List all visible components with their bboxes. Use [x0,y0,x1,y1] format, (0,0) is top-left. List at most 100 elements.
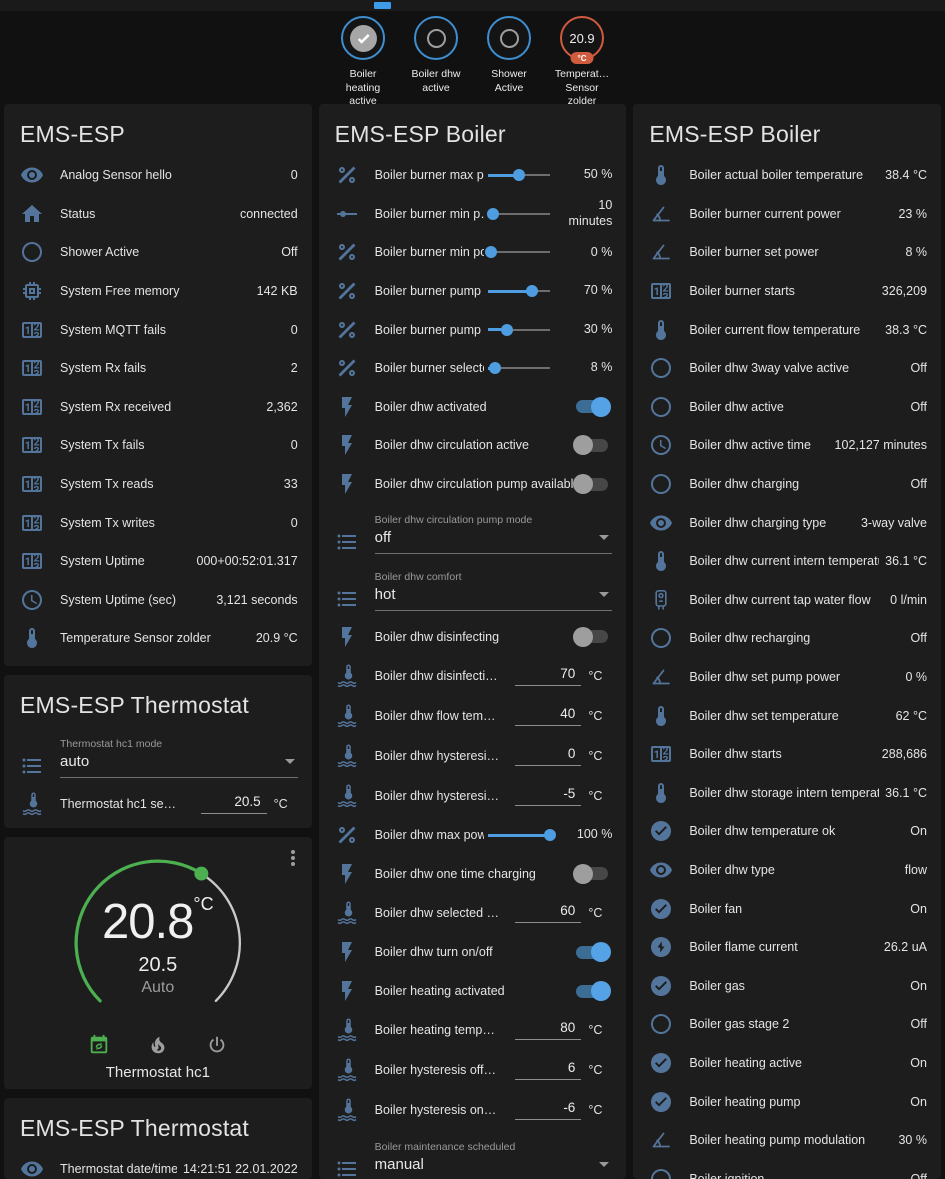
number-input[interactable]: 20.5 [200,794,267,814]
slider[interactable] [488,361,551,375]
entity-row[interactable]: Boiler fan On [649,889,927,928]
slider-handle[interactable] [484,246,497,259]
number-input[interactable]: 6 [515,1060,582,1081]
entity-value: 000+00:52:01.317 [196,554,298,569]
badge[interactable]: 20.9 °C Temperat… Sensor zolder [550,16,614,109]
toggle-knob[interactable] [573,863,594,884]
select-input[interactable]: Boiler dhw comfort hot [374,571,613,612]
entity-row[interactable]: Shower Active Off [20,233,298,272]
entity-row[interactable]: Boiler heating pump modulation 30 % [649,1121,927,1160]
entity-row[interactable]: Boiler heating pump On [649,1082,927,1121]
calendar-sync-icon[interactable] [88,1034,110,1056]
list-icon [335,530,359,554]
number-input[interactable]: 40 [515,706,582,726]
slider-handle[interactable] [513,169,526,182]
number-input[interactable]: 0 [515,746,582,766]
entity-row[interactable]: System Uptime 000+00:52:01.317 [20,542,298,581]
badge-circle[interactable] [487,16,531,60]
slider[interactable] [488,284,551,298]
badge[interactable]: Boiler heating active [331,16,395,109]
more-options-button[interactable] [281,846,305,870]
entity-row[interactable]: Boiler burner current power 23 % [649,195,927,234]
toggle-switch[interactable] [573,626,609,647]
entity-row[interactable]: Boiler dhw type flow [649,851,927,890]
entity-row[interactable]: Boiler dhw starts 288,686 [649,735,927,774]
entity-row[interactable]: System Tx reads 33 [20,465,298,504]
slider[interactable] [488,323,551,337]
entity-row[interactable]: Boiler gas On [649,966,927,1005]
slider[interactable] [488,828,557,842]
select-input[interactable]: Boiler maintenance scheduled manual [375,1141,613,1179]
number-input[interactable]: -6 [515,1100,582,1121]
toggle-knob[interactable] [573,626,594,647]
entity-row[interactable]: System Rx received 2,362 [20,388,298,427]
entity-row[interactable]: Temperature Sensor zolder 20.9 °C [20,619,298,658]
entity-row[interactable]: Boiler burner set power 8 % [649,233,927,272]
slider-handle[interactable] [500,323,513,336]
toggle-switch[interactable] [573,435,609,456]
entity-row[interactable]: System Tx fails 0 [20,426,298,465]
entity-row[interactable]: Boiler burner starts 326,209 [649,272,927,311]
slider-handle[interactable] [488,362,501,375]
entity-row[interactable]: Boiler dhw storage intern temperature 36.… [649,774,927,813]
entity-row[interactable]: Boiler dhw set temperature 62 °C [649,696,927,735]
entity-row[interactable]: Boiler dhw active Off [649,388,927,427]
toggle-switch[interactable] [573,863,609,884]
slider[interactable] [486,207,551,221]
toggle-switch[interactable] [576,396,612,417]
entity-row[interactable]: Boiler dhw active time 102,127 minutes [649,426,927,465]
temperature-dial[interactable] [65,850,251,1036]
badge-circle[interactable] [414,16,458,60]
entity-row[interactable]: System Uptime (sec) 3,121 seconds [20,581,298,620]
select-input[interactable]: Boiler dhw circulation pump mode off [374,514,613,555]
card-title: EMS-ESP Boiler [334,121,506,147]
entity-row[interactable]: System MQTT fails 0 [20,310,298,349]
entity-row[interactable]: Status connected [20,195,298,234]
entity-name: Boiler actual boiler temperature [689,168,864,183]
toggle-knob[interactable] [573,435,594,456]
entity-row[interactable]: Boiler dhw current intern temperature 36.… [649,542,927,581]
toggle-switch[interactable] [573,474,609,495]
entity-row[interactable]: System Free memory 142 KB [20,272,298,311]
slider-handle[interactable] [525,285,538,298]
entity-row[interactable]: Boiler heating active On [649,1044,927,1083]
entity-row[interactable]: Boiler dhw charging Off [649,465,927,504]
slider[interactable] [484,245,551,259]
entity-row[interactable]: System Rx fails 2 [20,349,298,388]
entity-row[interactable]: Boiler actual boiler temperature 38.4 °C [649,156,927,195]
entity-row[interactable]: Boiler dhw 3way valve active Off [649,349,927,388]
badge[interactable]: Boiler dhw active [404,16,468,109]
power-icon[interactable] [206,1034,228,1056]
number-input[interactable]: 70 [515,666,582,686]
entity-row[interactable]: Boiler dhw current tap water flow 0 l/min [649,581,927,620]
badge-circle[interactable] [341,16,385,60]
entity-row[interactable]: Analog Sensor hello 0 [20,156,298,195]
slider[interactable] [488,168,551,182]
toggle-switch[interactable] [576,942,612,963]
entity-row[interactable]: Boiler dhw recharging Off [649,619,927,658]
entity-row[interactable]: Boiler dhw set pump power 0 % [649,658,927,697]
toggle-knob[interactable] [591,396,612,417]
slider-handle[interactable] [544,829,557,842]
number-input[interactable]: 80 [515,1020,582,1041]
badge[interactable]: Shower Active [477,16,541,109]
toggle-switch[interactable] [576,981,612,1002]
badge-circle[interactable]: 20.9 °C [560,16,604,64]
entity-row[interactable]: Boiler flame current 26.2 uA [649,928,927,967]
entity-row[interactable]: Boiler gas stage 2 Off [649,1005,927,1044]
select-input[interactable]: Thermostat hc1 mode auto [60,738,298,778]
entity-row[interactable]: Boiler ignition Off [649,1159,927,1179]
slider-handle[interactable] [486,207,499,220]
chevron-down-icon [599,1162,610,1168]
entity-row[interactable]: System Tx writes 0 [20,503,298,542]
entity-row[interactable]: Boiler dhw temperature ok On [649,812,927,851]
number-input[interactable]: 60 [515,903,582,924]
entity-row[interactable]: Thermostat date/time 14:21:51 22.01.2022 [20,1150,298,1179]
toggle-knob[interactable] [591,942,612,963]
toggle-knob[interactable] [591,981,612,1002]
entity-row[interactable]: Boiler current flow temperature 38.3 °C [649,310,927,349]
fire-icon[interactable] [147,1034,169,1056]
toggle-knob[interactable] [573,474,594,495]
entity-row[interactable]: Boiler dhw charging type 3-way valve [649,503,927,542]
number-input[interactable]: -5 [515,786,582,806]
